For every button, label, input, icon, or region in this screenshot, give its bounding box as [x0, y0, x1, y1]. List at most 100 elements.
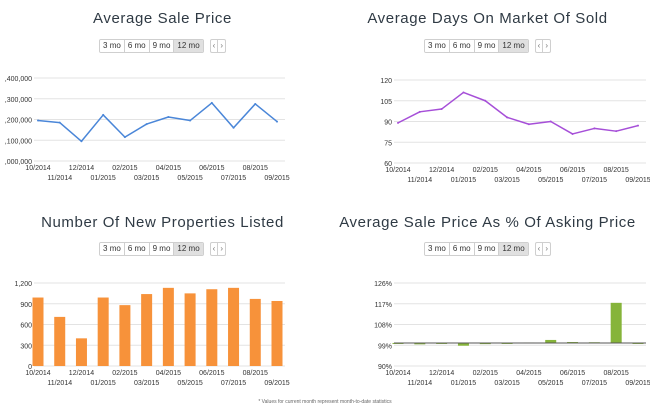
y-tick-label: 900 [20, 302, 32, 309]
series-line [397, 91, 639, 135]
data-point [593, 127, 596, 130]
y-tick-label: 108% [374, 323, 392, 330]
y-tick-label: ,200,000 [5, 118, 32, 125]
chart-title: Average Sale Price [93, 10, 232, 27]
prev-period-button[interactable]: ‹ [536, 243, 544, 255]
range-9mo-button[interactable]: 9 mo [149, 243, 175, 255]
chart-svg: 90% 99% 108% 117% 126% 10/2014 11/2014 12/2014 0… [374, 281, 650, 387]
x-tick-label: 01/2015 [91, 380, 116, 387]
range-6mo-button[interactable]: 6 mo [124, 243, 150, 255]
x-tick-label: 10/2014 [385, 370, 410, 377]
bar [545, 339, 557, 343]
range-12mo-button[interactable]: 12 mo [499, 243, 528, 255]
y-tick-label: 75 [384, 140, 392, 147]
footnote: * Values for current month represent mon… [258, 399, 392, 405]
next-period-button[interactable]: › [220, 41, 223, 50]
x-tick-label: 02/2015 [112, 370, 137, 377]
y-tick-label: ,300,000 [5, 97, 32, 104]
x-tick-label: 08/2015 [604, 370, 629, 377]
range-6mo-button[interactable]: 6 mo [449, 40, 475, 52]
data-point [462, 91, 465, 94]
y-tick-label: 120 [380, 78, 392, 85]
range-12mo-button[interactable]: 12 mo [499, 40, 528, 52]
range-3mo-button[interactable]: 3 mo [425, 243, 450, 255]
x-tick-label: 02/2015 [473, 370, 498, 377]
y-tick-label: 600 [20, 323, 32, 330]
x-tick-label: 04/2015 [156, 165, 181, 172]
x-tick-label: 07/2015 [221, 380, 246, 387]
data-point [397, 121, 399, 124]
range-selector: 3 mo 6 mo 9 mo 12 mo ‹ › [325, 39, 650, 53]
range-6mo-button[interactable]: 6 mo [449, 243, 475, 255]
y-tick-label: 99% [378, 343, 392, 350]
range-3mo-button[interactable]: 3 mo [100, 40, 125, 52]
x-tick-label: 12/2014 [429, 167, 454, 174]
x-tick-label: 12/2014 [69, 165, 94, 172]
bar [501, 342, 513, 344]
x-tick-label: 01/2015 [451, 177, 476, 184]
data-point [167, 116, 170, 119]
range-12mo-button[interactable]: 12 mo [174, 243, 203, 255]
x-tick-label: 12/2014 [429, 370, 454, 377]
x-tick-label: 05/2015 [177, 380, 202, 387]
x-tick-label: 08/2015 [243, 165, 268, 172]
average-days-on-market-panel: Average Days On Market Of Sold 3 mo 6 mo 9… [325, 0, 650, 200]
data-point [80, 140, 83, 143]
data-point [254, 102, 257, 105]
new-properties-listed-panel: Number Of New Properties Listed 3 mo 6 mo… [0, 200, 325, 400]
prev-period-button[interactable]: ‹ [536, 40, 544, 52]
chart-title: Average Days On Market Of Sold [367, 10, 608, 27]
data-point [506, 116, 509, 119]
range-9mo-button[interactable]: 9 mo [149, 40, 175, 52]
bar [414, 342, 426, 345]
data-point [232, 126, 235, 129]
x-tick-label: 12/2014 [69, 370, 94, 377]
bar [392, 342, 404, 344]
chart-svg: 0 300 600 900 1,200 10/2014 11/2014 12/2014 01/2… [14, 281, 289, 387]
x-tick-label: 10/2014 [25, 165, 50, 172]
data-point [123, 136, 126, 139]
x-tick-label: 05/2015 [538, 380, 563, 387]
y-tick-label: ,000,000 [5, 159, 32, 166]
y-tick-label: 105 [380, 99, 392, 106]
next-period-button[interactable]: › [545, 244, 548, 253]
range-3mo-button[interactable]: 3 mo [425, 40, 450, 52]
chart-svg: 60 75 90 105 120 10/2014 11/2014 12/2014 01/2015… [380, 78, 650, 184]
x-tick-label: 04/2015 [516, 370, 541, 377]
range-6mo-button[interactable]: 6 mo [124, 40, 150, 52]
data-point [484, 99, 487, 102]
average-sale-price-panel: Average Sale Price 3 mo 6 mo 9 mo 12 mo ‹ › … [0, 0, 325, 200]
x-tick-label: 10/2014 [25, 370, 50, 377]
data-point [37, 119, 39, 122]
y-tick-label: 60 [384, 161, 392, 168]
range-12mo-button[interactable]: 12 mo [174, 40, 203, 52]
bar [249, 298, 261, 366]
sale-to-asking-price-panel: Average Sale Price As % Of Asking Price … [325, 200, 650, 400]
x-tick-label: 03/2015 [134, 380, 159, 387]
y-tick-label: 90 [384, 120, 392, 127]
range-3mo-button[interactable]: 3 mo [100, 243, 125, 255]
y-tick-label: 126% [374, 281, 392, 288]
range-selector: 3 mo 6 mo 9 mo 12 mo ‹ › [0, 39, 325, 53]
prev-period-button[interactable]: ‹ [211, 40, 219, 52]
data-point [440, 108, 443, 111]
prev-period-button[interactable]: ‹ [211, 243, 219, 255]
x-tick-label: 08/2015 [243, 370, 268, 377]
x-tick-label: 07/2015 [582, 177, 607, 184]
range-9mo-button[interactable]: 9 mo [474, 243, 500, 255]
next-period-button[interactable]: › [545, 41, 548, 50]
x-tick-label: 05/2015 [177, 175, 202, 182]
bar [610, 302, 622, 343]
data-point [637, 124, 639, 127]
x-tick-label: 06/2015 [199, 370, 224, 377]
x-tick-label: 11/2014 [407, 380, 432, 387]
x-tick-label: 04/2015 [156, 370, 181, 377]
y-tick-label: 117% [375, 302, 392, 309]
y-tick-label: 0 [28, 364, 32, 371]
next-period-button[interactable]: › [220, 244, 223, 253]
range-9mo-button[interactable]: 9 mo [474, 40, 500, 52]
x-tick-label: 03/2015 [494, 380, 519, 387]
x-tick-label: 08/2015 [604, 167, 629, 174]
x-tick-label: 01/2015 [451, 380, 476, 387]
x-tick-label: 05/2015 [538, 177, 563, 184]
